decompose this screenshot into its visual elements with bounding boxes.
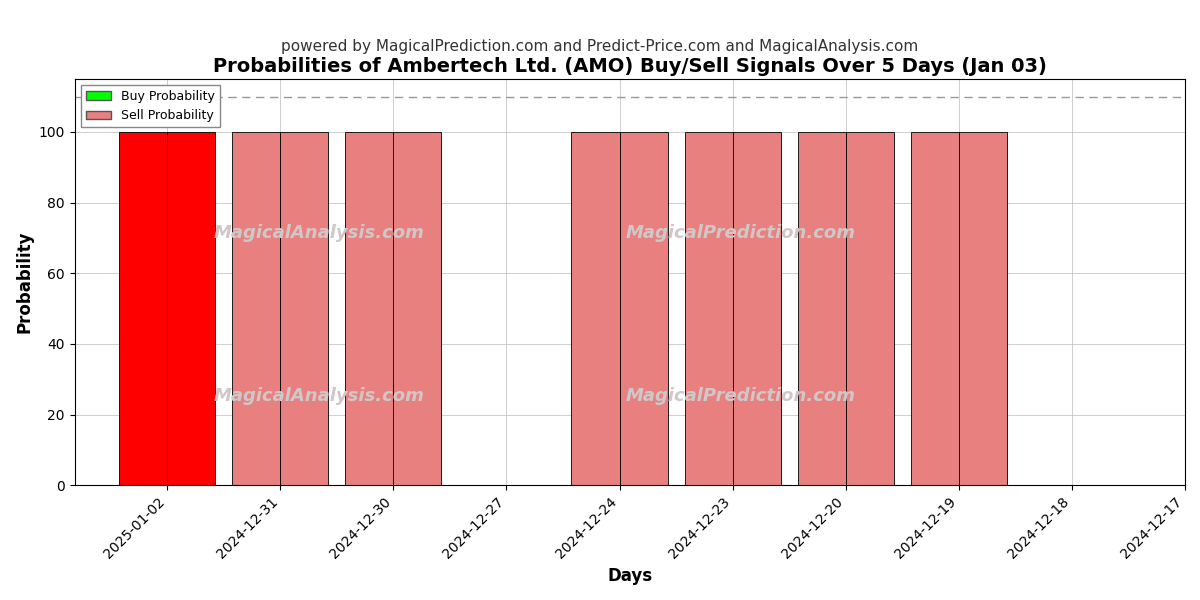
Y-axis label: Probability: Probability (16, 231, 34, 334)
Bar (911, 132, 959, 485)
Bar (846, 132, 894, 485)
Bar (394, 132, 442, 485)
Title: Probabilities of Ambertech Ltd. (AMO) Buy/Sell Signals Over 5 Days (Jan 03): Probabilities of Ambertech Ltd. (AMO) Bu… (212, 57, 1046, 76)
Text: powered by MagicalPrediction.com and Predict-Price.com and MagicalAnalysis.com: powered by MagicalPrediction.com and Pre… (281, 39, 919, 54)
Legend: Buy Probability, Sell Probability: Buy Probability, Sell Probability (80, 85, 220, 127)
Bar (119, 132, 167, 485)
Bar (959, 132, 1007, 485)
Bar (232, 132, 281, 485)
Bar (619, 132, 667, 485)
Text: MagicalAnalysis.com: MagicalAnalysis.com (214, 387, 425, 405)
Text: MagicalPrediction.com: MagicalPrediction.com (626, 387, 856, 405)
Bar (167, 132, 215, 485)
Bar (346, 132, 394, 485)
Text: MagicalPrediction.com: MagicalPrediction.com (626, 224, 856, 242)
Bar (281, 132, 329, 485)
Bar (684, 132, 733, 485)
Bar (798, 132, 846, 485)
Bar (571, 132, 619, 485)
Text: MagicalAnalysis.com: MagicalAnalysis.com (214, 224, 425, 242)
X-axis label: Days: Days (607, 567, 653, 585)
Bar (733, 132, 781, 485)
